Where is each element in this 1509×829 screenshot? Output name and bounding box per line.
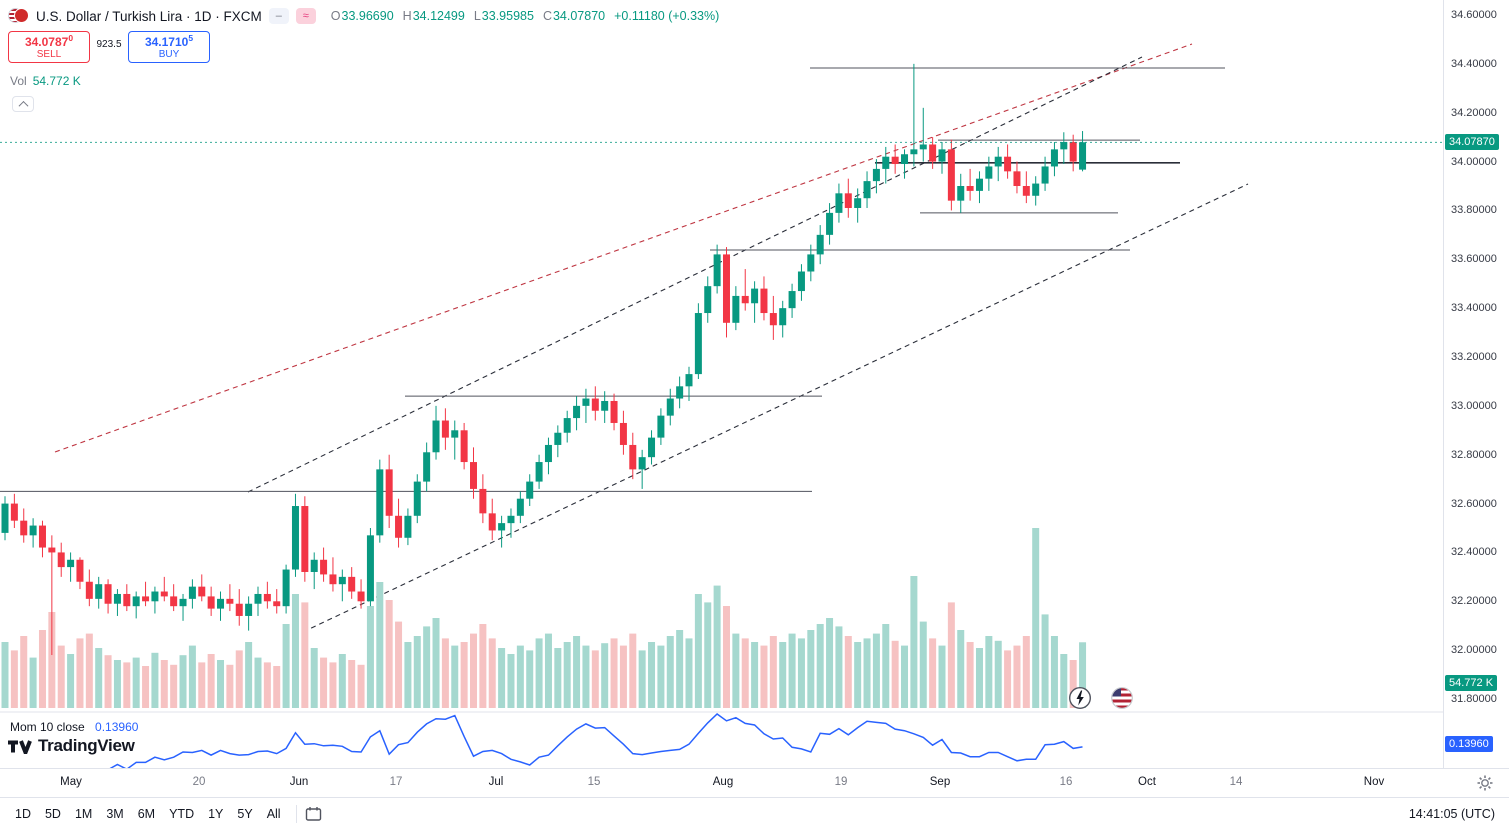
spread-value: 923.5 — [96, 39, 122, 50]
price-axis-label: 33.60000 — [1451, 253, 1497, 265]
high-value: 34.12499 — [412, 9, 465, 23]
time-axis-label: 20 — [192, 776, 206, 788]
volume-layer — [1, 528, 1087, 708]
time-axis-label: 16 — [1059, 776, 1073, 788]
price-axis-tag: 54.772 K — [1445, 675, 1498, 691]
price-axis-label: 34.40000 — [1451, 58, 1497, 70]
price-axis-tag: 0.13960 — [1445, 736, 1493, 752]
momentum-legend[interactable]: Mom 10 close 0.13960 — [10, 720, 138, 734]
tradingview-logo-icon — [8, 739, 32, 754]
ray-lines-layer — [0, 67, 1225, 492]
price-axis-label: 32.00000 — [1451, 644, 1497, 656]
tradingview-logo[interactable]: TradingView — [8, 736, 135, 756]
range-button-1d[interactable]: 1D — [8, 803, 38, 825]
collapse-legend-button[interactable] — [12, 96, 34, 112]
price-axis-label: 33.80000 — [1451, 204, 1497, 216]
price-axis-label: 33.40000 — [1451, 302, 1497, 314]
utc-clock[interactable]: 14:41:05 (UTC) — [1408, 806, 1495, 821]
sell-price: 34.07870 — [24, 32, 74, 49]
time-axis-label: Nov — [1363, 776, 1385, 788]
time-axis-label: Oct — [1138, 776, 1156, 788]
sell-button[interactable]: 34.07870 SELL — [8, 31, 90, 63]
delayed-data-icon[interactable]: ≈ — [295, 8, 316, 24]
range-button-5y[interactable]: 5Y — [230, 803, 259, 825]
price-axis-label: 33.00000 — [1451, 400, 1497, 412]
buy-price: 34.17105 — [144, 32, 194, 49]
range-button-3m[interactable]: 3M — [99, 803, 130, 825]
tr-flag-circle-icon — [14, 8, 29, 23]
change-value: +0.11180 (+0.33%) — [614, 9, 720, 23]
time-axis-label: Jul — [488, 776, 504, 788]
range-buttons: 1D 5D 1M 3M 6M YTD 1Y 5Y All — [8, 803, 288, 825]
symbol-legend: U.S. Dollar / Turkish Lira · 1D · FXCM –… — [8, 7, 719, 25]
high-label: H — [402, 9, 412, 23]
price-axis-label: 32.40000 — [1451, 546, 1497, 558]
event-us-flag-icon[interactable] — [1110, 686, 1134, 710]
time-axis-label: 15 — [587, 776, 601, 788]
trendlines-layer — [54, 43, 1249, 633]
time-axis-label: May — [60, 776, 82, 788]
range-button-6m[interactable]: 6M — [131, 803, 162, 825]
price-axis-tag: 34.07870 — [1445, 134, 1499, 150]
range-button-1y[interactable]: 1Y — [201, 803, 230, 825]
range-button-1m[interactable]: 1M — [68, 803, 99, 825]
dash-badge-icon[interactable]: – — [268, 8, 289, 24]
bottom-toolbar: 1D 5D 1M 3M 6M YTD 1Y 5Y All 14:41:05 (UTC) — [0, 797, 1509, 829]
tradingview-logo-text: TradingView — [38, 736, 135, 755]
toolbar-divider — [295, 804, 297, 823]
close-label: C — [542, 9, 552, 23]
low-label: L — [473, 9, 481, 23]
volume-value: 54.772 K — [32, 74, 81, 88]
range-button-5d[interactable]: 5D — [38, 803, 68, 825]
chevron-up-icon — [18, 100, 28, 111]
buy-label: BUY — [158, 48, 180, 60]
range-button-all[interactable]: All — [260, 803, 288, 825]
time-axis-label: Aug — [712, 776, 734, 788]
momentum-label: Mom 10 close — [10, 720, 85, 734]
time-axis-label: Sep — [929, 776, 951, 788]
price-axis-label: 32.80000 — [1451, 449, 1497, 461]
price-axis-label: 32.20000 — [1451, 595, 1497, 607]
time-axis[interactable]: May 20 Jun 17 Jul 15 Aug 19 Sep 16 Oct 14 Nov — [0, 768, 1509, 797]
price-axis[interactable]: 34.60000 34.40000 34.20000 34.00000 33.80000… — [1443, 0, 1509, 768]
volume-legend: Vol 54.772 K — [10, 74, 81, 88]
event-lightning-icon[interactable] — [1068, 686, 1092, 710]
open-label: O — [330, 9, 341, 23]
price-axis-label: 34.60000 — [1451, 9, 1497, 21]
volume-label: Vol — [10, 74, 27, 88]
buy-button[interactable]: 34.17105 BUY — [128, 31, 210, 63]
time-axis-label: 17 — [389, 776, 403, 788]
trade-widget: 34.07870 SELL 923.5 34.17105 BUY — [8, 31, 210, 63]
price-axis-label: 34.00000 — [1451, 156, 1497, 168]
range-button-ytd[interactable]: YTD — [162, 803, 201, 825]
time-axis-label: 14 — [1229, 776, 1243, 788]
price-axis-label: 33.20000 — [1451, 351, 1497, 363]
ohlc-values: O 33.96690 H 34.12499 L 33.95985 C 34.07870 … — [331, 9, 719, 23]
axis-settings-gear-icon[interactable] — [1477, 775, 1493, 791]
momentum-layer — [109, 713, 1083, 768]
price-axis-label: 31.80000 — [1451, 693, 1497, 705]
time-axis-label: Jun — [289, 776, 309, 788]
price-axis-label: 32.60000 — [1451, 498, 1497, 510]
symbol-title[interactable]: U.S. Dollar / Turkish Lira · 1D · FXCM — [36, 8, 262, 24]
go-to-date-icon[interactable] — [305, 806, 322, 822]
low-value: 33.95985 — [481, 9, 534, 23]
main-chart[interactable] — [0, 0, 1443, 768]
price-axis-label: 34.20000 — [1451, 107, 1497, 119]
momentum-value: 0.13960 — [95, 720, 139, 734]
symbol-pair-icon — [8, 7, 29, 25]
time-axis-label: 19 — [834, 776, 848, 788]
sell-label: SELL — [36, 48, 62, 60]
close-value: 34.07870 — [552, 9, 606, 23]
candles-layer — [1, 63, 1087, 656]
open-value: 33.96690 — [341, 9, 394, 23]
